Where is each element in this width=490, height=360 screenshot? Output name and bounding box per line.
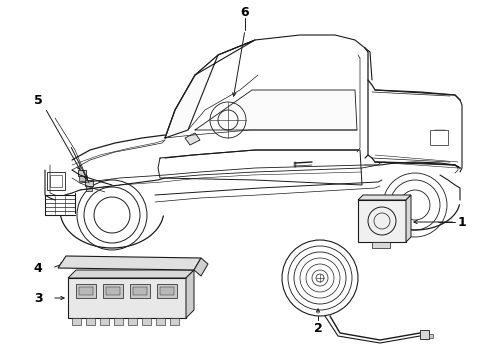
Bar [79,287,93,295]
Text: 5: 5 [34,94,42,107]
Bar [430,130,448,145]
Bar [156,318,165,325]
Bar [170,318,179,325]
Polygon shape [68,270,194,278]
Polygon shape [165,40,255,138]
Bar [128,318,137,325]
Bar [103,284,123,298]
Bar [78,170,86,176]
Bar [76,284,96,298]
Bar [133,287,147,295]
Bar [79,176,85,181]
Text: 2: 2 [314,321,322,334]
Bar [372,242,390,248]
Polygon shape [186,270,194,318]
Bar [106,287,120,295]
Polygon shape [58,256,201,270]
Bar [72,318,81,325]
Bar [47,172,65,190]
Polygon shape [195,90,357,130]
Bar [358,200,406,242]
Text: 4: 4 [34,261,42,274]
Bar [114,318,123,325]
Text: 1: 1 [458,216,466,229]
Polygon shape [185,133,200,145]
Polygon shape [358,195,411,200]
Polygon shape [406,195,411,242]
Bar [294,162,296,167]
Bar [429,334,433,338]
Polygon shape [194,258,208,276]
Bar [86,186,92,191]
Text: 6: 6 [241,5,249,18]
Bar [50,175,62,187]
Bar [157,284,177,298]
Text: 3: 3 [34,292,42,305]
Bar [160,287,174,295]
Bar [68,278,186,318]
Bar [142,318,151,325]
Bar [100,318,109,325]
Bar [86,318,95,325]
Bar [85,180,93,186]
Bar [420,330,429,339]
Bar [130,284,150,298]
